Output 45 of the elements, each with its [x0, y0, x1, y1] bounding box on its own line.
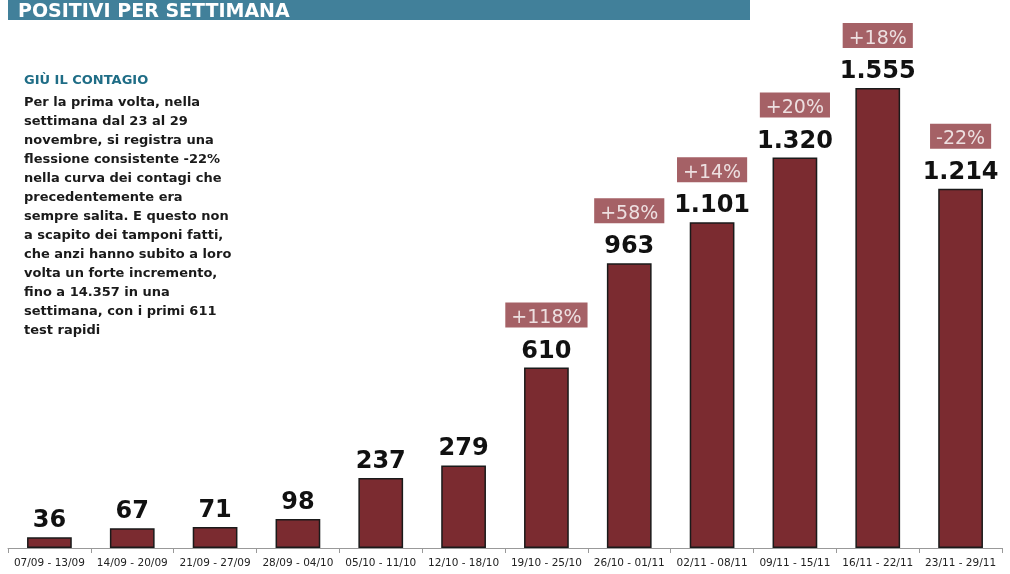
- annotation: +58%: [600, 200, 659, 223]
- data-label: 1.214: [922, 156, 999, 185]
- data-label: 67: [115, 496, 149, 525]
- x-tick-label: 19/10 - 25/10: [510, 555, 582, 568]
- data-label: 279: [438, 433, 489, 462]
- x-tick-label: 07/09 - 13/09: [13, 555, 85, 568]
- bar: [606, 263, 652, 548]
- bar: [524, 367, 569, 548]
- annotation: +118%: [511, 305, 582, 328]
- text: GIÙ IL CONTAGIO: [24, 72, 149, 87]
- x-tick-label: 21/09 - 27/09: [179, 555, 251, 568]
- annotation: -22%: [936, 126, 986, 149]
- bar: [192, 527, 238, 548]
- bar: [27, 537, 72, 548]
- annotation: +18%: [848, 25, 907, 48]
- x-tick-label: 12/10 - 18/10: [428, 555, 500, 568]
- x-tick-label: 28/09 - 04/10: [262, 555, 334, 568]
- bar: [772, 157, 818, 548]
- bar: [689, 222, 735, 548]
- data-label: 36: [32, 505, 67, 534]
- x-tick-label: 09/11 - 15/11: [759, 555, 831, 568]
- data-label: 98: [281, 487, 315, 516]
- data-label: 610: [521, 335, 572, 364]
- chart-title: POSITIVI PER SETTIMANA: [18, 0, 290, 21]
- x-tick-label: 02/11 - 08/11: [676, 555, 748, 568]
- data-label: 71: [198, 495, 232, 523]
- data-label: 963: [604, 231, 655, 260]
- bar: [358, 477, 404, 548]
- bar: [275, 519, 321, 548]
- data-label: 1.320: [756, 125, 833, 154]
- bar: [938, 188, 983, 548]
- bar: [855, 88, 901, 548]
- annotation: +20%: [765, 95, 824, 118]
- data-label: 1.555: [839, 56, 916, 84]
- bar: [109, 528, 155, 548]
- text: Per la prima volta, nella settimana dal 23 al 29 novembre, si registra una flessione consistente -22% nella curva dei contagi che precedentemente era sempre salita. E questo non a scapito dei tamponi fatti, che anzi hanno subito a loro volta un forte incremento, fino a 14.357 in una settimana, con i primi 611 test rapidi: [24, 94, 232, 337]
- x-tick-label: 14/09 - 20/09: [96, 555, 168, 568]
- x-tick-label: 05/10 - 11/10: [345, 555, 417, 568]
- data-label: 1.101: [674, 190, 751, 219]
- bar: [441, 465, 486, 548]
- x-tick-label: 23/11 - 29/11: [925, 555, 997, 568]
- x-tick-label: 26/10 - 01/11: [593, 555, 665, 568]
- annotation: +14%: [683, 159, 742, 182]
- data-label: 237: [355, 445, 406, 474]
- x-tick-label: 16/11 - 22/11: [842, 555, 914, 568]
